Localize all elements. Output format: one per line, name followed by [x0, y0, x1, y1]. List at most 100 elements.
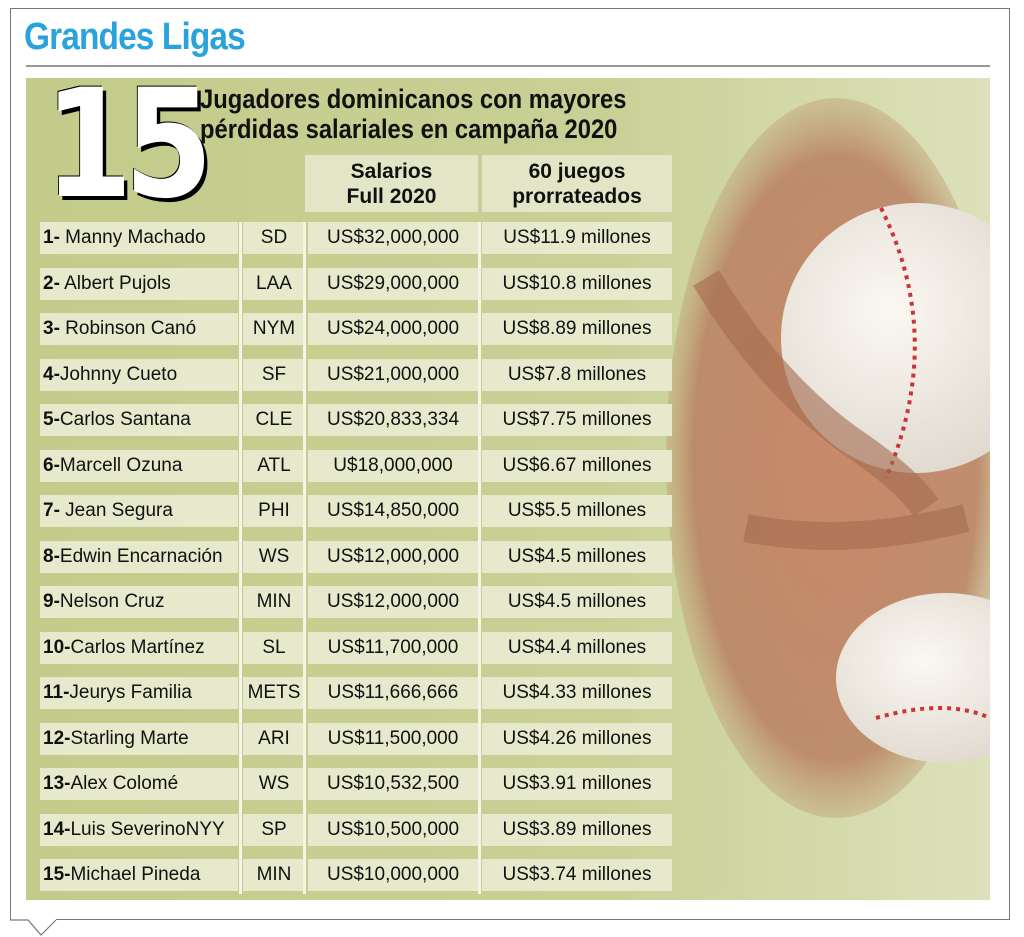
rank: 10- [43, 636, 71, 658]
salary-cell: US$10,532,500 [308, 768, 478, 800]
player-cell: 9-Nelson Cruz [40, 586, 238, 618]
team-cell: SF [243, 358, 305, 391]
headline-line: Jugadores dominicanos con mayores [200, 84, 627, 114]
prorated-cell: US$3.89 millones [482, 813, 672, 846]
player-name: Alex Colomé [70, 773, 179, 794]
player-cell: 14-Luis SeverinoNYY [40, 813, 238, 846]
player-name: Albert Pujols [59, 272, 171, 294]
player-name: Marcell Ozuna [59, 454, 183, 476]
player-name: Edwin Encarnación [59, 545, 223, 567]
salary-cell: US$10,000,000 [308, 859, 478, 891]
pointer-notch-icon [10, 919, 57, 936]
prorated-cell: US$11.9 millones [482, 222, 672, 254]
player-cell: 15-Michael Pineda [40, 859, 238, 891]
prorated-cell: US$3.74 millones [482, 859, 672, 891]
player-cell: 5-Carlos Santana [40, 404, 238, 436]
team-cell: WS [243, 540, 305, 573]
prorated-cell: US$8.89 millones [482, 313, 672, 345]
team-cell: CLE [243, 404, 305, 436]
rank: 3- [43, 318, 60, 339]
salary-cell: US$10,500,000 [308, 813, 478, 846]
headline: Jugadores dominicanos con mayores pérdid… [200, 84, 626, 144]
player-name: Jeurys Familia [69, 682, 192, 703]
column-divider [303, 222, 306, 894]
prorated-cell: US$7.75 millones [482, 404, 672, 436]
team-cell: MIN [243, 859, 305, 891]
prorated-cell: US$5.5 millones [482, 495, 672, 527]
player-cell: 8-Edwin Encarnación [40, 540, 238, 573]
column-divider [478, 222, 481, 894]
rank: 13- [43, 773, 71, 794]
header-text: Salarios [350, 160, 433, 183]
team-cell: SP [243, 813, 305, 846]
prorated-cell: US$10.8 millones [482, 267, 672, 300]
player-name: Jean Segura [59, 500, 173, 521]
salary-cell: US$11,500,000 [308, 722, 478, 755]
player-cell: 12-Starling Marte [40, 722, 238, 755]
player-name: Nelson Cruz [59, 591, 165, 612]
divider [56, 919, 1010, 920]
player-name: Carlos Martínez [70, 636, 205, 658]
salary-cell: US$11,700,000 [308, 631, 478, 664]
player-cell: 6-Marcell Ozuna [40, 449, 238, 482]
column-header-prorated: 60 juegos prorrateados [482, 155, 672, 212]
player-name: Robinson Canó [59, 318, 197, 339]
column-divider [239, 222, 242, 894]
prorated-cell: US$4.5 millones [482, 586, 672, 618]
rank: 15- [43, 864, 71, 885]
infographic-frame [10, 8, 1010, 920]
salary-cell: US$20,833,334 [308, 404, 478, 436]
header-text: Full 2020 [346, 185, 437, 208]
rank: 12- [43, 727, 71, 749]
rank: 7- [43, 500, 60, 521]
player-cell: 3- Robinson Canó [40, 313, 238, 345]
team-cell: NYM [243, 313, 305, 345]
infographic-panel [26, 78, 990, 900]
prorated-cell: US$4.4 millones [482, 631, 672, 664]
rank: 2- [43, 272, 60, 294]
rank: 5- [43, 409, 60, 430]
hero-number: 15 [44, 58, 213, 232]
player-cell: 7- Jean Segura [40, 495, 238, 527]
prorated-cell: US$4.5 millones [482, 540, 672, 573]
rank: 6- [43, 454, 60, 476]
rank: 11- [43, 682, 70, 703]
player-cell: 2- Albert Pujols [40, 267, 238, 300]
salary-cell: US$14,850,000 [308, 495, 478, 527]
rank: 14- [43, 818, 71, 840]
player-cell: 4-Johnny Cueto [40, 358, 238, 391]
player-cell: 13-Alex Colomé [40, 768, 238, 800]
player-name: Luis SeverinoNYY [70, 818, 225, 840]
prorated-cell: US$4.33 millones [482, 677, 672, 709]
section-title: Grandes Ligas [24, 16, 246, 58]
rank: 8- [43, 545, 60, 567]
team-cell: LAA [243, 267, 305, 300]
salary-cell: US$29,000,000 [308, 267, 478, 300]
salary-cell: US$12,000,000 [308, 540, 478, 573]
team-cell: ARI [243, 722, 305, 755]
player-name: Starling Marte [70, 727, 189, 749]
salary-cell: US$32,000,000 [308, 222, 478, 254]
player-name: Michael Pineda [70, 864, 201, 885]
salary-cell: U$18,000,000 [308, 449, 478, 482]
player-cell: 1- Manny Machado [40, 222, 238, 254]
team-cell: ATL [243, 449, 305, 482]
team-cell: MIN [243, 586, 305, 618]
column-header-salary: Salarios Full 2020 [305, 155, 478, 212]
rank: 9- [43, 591, 60, 612]
player-cell: 10-Carlos Martínez [40, 631, 238, 664]
rank: 1- [43, 227, 60, 248]
divider [26, 65, 990, 67]
headline-line: pérdidas salariales en campaña 2020 [200, 114, 618, 144]
team-cell: METS [243, 677, 305, 709]
baseball-hands-photo-icon [666, 98, 990, 818]
salary-cell: US$24,000,000 [308, 313, 478, 345]
rank: 4- [43, 363, 60, 385]
salary-cell: US$11,666,666 [308, 677, 478, 709]
prorated-cell: US$6.67 millones [482, 449, 672, 482]
team-cell: WS [243, 768, 305, 800]
salary-cell: US$21,000,000 [308, 358, 478, 391]
header-text: 60 juegos [528, 160, 626, 183]
prorated-cell: US$7.8 millones [482, 358, 672, 391]
header-text: prorrateados [512, 185, 642, 208]
